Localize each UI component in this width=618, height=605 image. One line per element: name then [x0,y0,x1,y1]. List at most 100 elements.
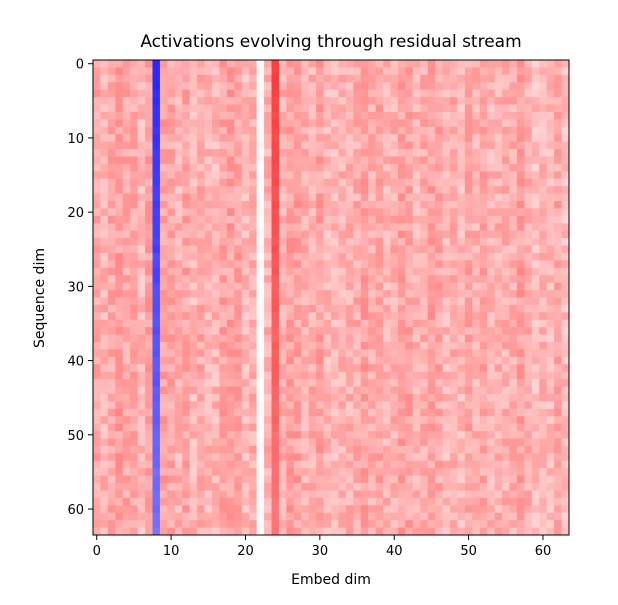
heatmap-cell [93,527,101,536]
heatmap-cell [516,134,525,143]
heatmap-cell [204,260,213,269]
heatmap-cell [353,349,362,358]
heatmap-cell [405,453,414,462]
heatmap-cell [286,342,295,350]
heatmap-cell [189,371,198,380]
heatmap-cell [539,512,548,521]
heatmap-cell [159,223,168,232]
heatmap-cell [345,468,354,477]
heatmap-cell [219,312,228,321]
heatmap-cell [293,97,302,105]
heatmap-cell [450,141,458,150]
heatmap-cell [450,297,458,306]
heatmap-cell [390,163,399,172]
heatmap-cell [286,238,295,246]
heatmap-cell [241,163,250,172]
heatmap-cell [241,460,250,469]
heatmap-cell [331,408,339,417]
heatmap-cell [420,312,429,321]
heatmap-cell [316,186,324,194]
heatmap-cell [323,126,332,135]
heatmap-cell [219,438,228,447]
heatmap-cell [316,97,324,105]
heatmap-cell [316,201,324,209]
heatmap-cell [271,89,280,98]
heatmap-cell [93,401,101,410]
heatmap-cell [159,82,168,91]
heatmap-cell [316,245,324,254]
heatmap-cell [264,342,272,350]
heatmap-cell [338,134,347,143]
heatmap-cell [100,379,109,387]
heatmap-cell [100,230,109,239]
heatmap-cell [234,445,243,454]
heatmap-cell [472,238,481,246]
heatmap-cell [561,163,570,172]
heatmap-cell [427,371,436,380]
heatmap-cell [122,134,131,143]
heatmap-cell [159,497,168,506]
heatmap-cell [264,252,272,261]
heatmap-cell [546,97,555,105]
heatmap-cell [397,379,406,387]
heatmap-cell [93,97,101,105]
heatmap-cell [293,60,302,68]
heatmap-cell [301,334,310,343]
heatmap-cell [472,356,481,365]
heatmap-cell [383,230,391,239]
heatmap-cell [368,408,377,417]
heatmap-cell [130,512,139,521]
heatmap-cell [368,275,377,284]
heatmap-cell [420,468,429,477]
heatmap-cell [479,371,488,380]
heatmap-cell [122,163,131,172]
heatmap-cell [397,393,406,402]
heatmap-cell [293,319,302,328]
heatmap-cell [159,290,168,298]
heatmap-cell [137,512,146,521]
heatmap-cell [531,104,540,113]
heatmap-cell [182,490,191,499]
heatmap-cell [464,230,473,239]
heatmap-cell [167,201,176,209]
heatmap-cell [338,97,347,105]
heatmap-cell [487,319,496,328]
heatmap-cell [197,438,205,447]
heatmap-cell [420,201,429,209]
heatmap-cell [479,89,488,98]
heatmap-cell [130,208,139,217]
heatmap-cell [167,267,176,276]
heatmap-cell [159,119,168,128]
heatmap-cell [241,393,250,402]
heatmap-cell [189,178,198,187]
heatmap-cell [145,356,153,365]
heatmap-cell [546,386,555,395]
heatmap-cell [450,74,458,83]
heatmap-cell [390,208,399,217]
heatmap-cell [159,468,168,477]
heatmap-cell [249,290,258,298]
heatmap-cell [256,408,265,417]
heatmap-cell [464,275,473,284]
heatmap-cell [152,126,161,135]
heatmap-cell [509,89,518,98]
heatmap-cell [524,111,533,120]
heatmap-cell [479,408,488,417]
heatmap-cell [509,312,518,321]
heatmap-cell [516,208,525,217]
heatmap-cell [360,238,369,246]
heatmap-cell [375,186,384,194]
heatmap-cell [405,163,414,172]
heatmap-cell [197,468,205,477]
heatmap-cell [375,304,384,313]
heatmap-cell [278,401,287,410]
heatmap-cell [531,141,540,150]
heatmap-cell [122,408,131,417]
heatmap-cell [375,82,384,91]
heatmap-cell [435,223,443,232]
heatmap-cell [368,460,377,469]
heatmap-cell [487,245,496,254]
heatmap-cell [115,111,124,120]
heatmap-cell [554,126,562,135]
heatmap-cell [375,349,384,358]
